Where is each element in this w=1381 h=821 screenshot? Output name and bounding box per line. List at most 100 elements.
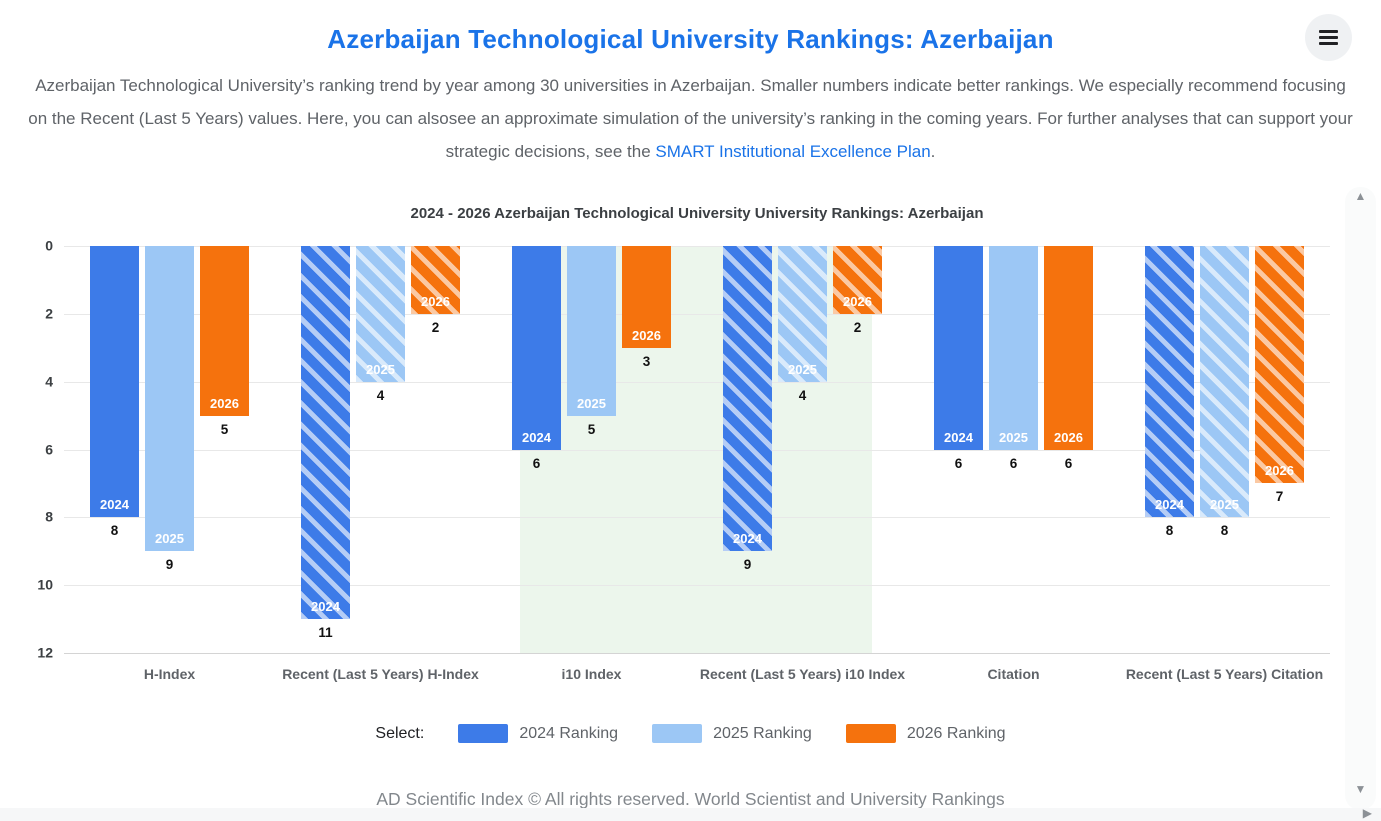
category-label: Recent (Last 5 Years) Citation: [1125, 666, 1324, 682]
page-title: Azerbaijan Technological University Rank…: [327, 24, 1054, 54]
bar-2024[interactable]: 2024: [1145, 246, 1194, 518]
bar-2024[interactable]: 2024: [723, 246, 772, 552]
bar-value-label: 6: [532, 455, 541, 471]
scroll-right-icon[interactable]: ▶: [1362, 806, 1372, 820]
bar-wrap: 2026 5: [200, 246, 249, 437]
bar-wrap: 2026 2: [411, 246, 460, 335]
bar-year-label: 2026: [1054, 429, 1083, 445]
gridline: [64, 517, 1330, 519]
legend-items: 2024 Ranking 2025 Ranking 2026 Ranking: [458, 724, 1006, 743]
bar-value-label: 6: [1009, 455, 1018, 471]
description-text: Azerbaijan Technological University’s ra…: [26, 69, 1356, 168]
bar-2024[interactable]: 2024: [90, 246, 139, 518]
scroll-up-icon[interactable]: ▲: [1354, 189, 1367, 203]
bar-year-label: 2024: [100, 497, 129, 513]
bar-value-label: 4: [798, 387, 807, 403]
bar-value-label: 7: [1275, 489, 1284, 505]
category-label: Citation: [987, 666, 1040, 682]
category-label: H-Index: [143, 666, 196, 682]
bar-2025[interactable]: 2025: [1200, 246, 1249, 518]
bar-value-label: 8: [1165, 523, 1174, 539]
menu-button[interactable]: [1305, 14, 1352, 61]
bar-wrap: 2026 2: [833, 246, 882, 335]
gridline: [64, 313, 1330, 315]
bar-year-label: 2026: [843, 293, 872, 309]
bar-value-label: 3: [642, 353, 651, 369]
horizontal-scrollbar[interactable]: ▶: [0, 806, 1381, 821]
bar-wrap: 2025 9: [145, 246, 194, 572]
bar-2026[interactable]: 2026: [1255, 246, 1304, 484]
bar-year-label: 2026: [1265, 463, 1294, 479]
bar-year-label: 2025: [788, 361, 817, 377]
bar-value-label: 2: [853, 319, 862, 335]
gridline: [64, 449, 1330, 451]
bar-wrap: 2025 4: [778, 246, 827, 403]
hamburger-icon: [1319, 30, 1338, 33]
category-group: 2024 6 2025 6 2026 6: [908, 246, 1119, 653]
y-tick-label: 4: [45, 373, 53, 390]
vertical-scrollbar[interactable]: ▲ ▼: [1345, 187, 1376, 810]
bar-value-label: 6: [954, 455, 963, 471]
bar-2025[interactable]: 2025: [356, 246, 405, 382]
bar-value-label: 9: [743, 557, 752, 573]
category-group: 2024 8 2025 8 2026 7: [1119, 246, 1330, 653]
bar-2024[interactable]: 2024: [512, 246, 561, 450]
chart-legend: Select: 2024 Ranking 2025 Ranking 2026 Ran…: [0, 724, 1381, 743]
legend-label: 2025 Ranking: [713, 724, 812, 742]
category-group: 2024 6 2025 5 2026 3: [486, 246, 697, 653]
y-tick-label: 2: [45, 305, 53, 322]
category-label: Recent (Last 5 Years) H-Index: [282, 666, 479, 682]
footer-copyright: AD Scientific Index © All rights reserve…: [376, 789, 1005, 809]
bar-wrap: 2024 8: [1145, 246, 1194, 538]
bar-year-label: 2025: [1210, 497, 1239, 513]
bar-2025[interactable]: 2025: [778, 246, 827, 382]
bar-value-label: 9: [165, 557, 174, 573]
bar-year-label: 2025: [155, 531, 184, 547]
bar-2025[interactable]: 2025: [567, 246, 616, 416]
bar-2026[interactable]: 2026: [622, 246, 671, 348]
gridline: [64, 246, 1330, 247]
bar-year-label: 2024: [311, 599, 340, 615]
bar-2026[interactable]: 2026: [833, 246, 882, 314]
bar-value-label: 8: [1220, 523, 1229, 539]
bar-wrap: 2024 8: [90, 246, 139, 538]
scroll-down-icon[interactable]: ▼: [1354, 782, 1367, 796]
bar-2026[interactable]: 2026: [200, 246, 249, 416]
bar-value-label: 4: [376, 387, 385, 403]
bar-2026[interactable]: 2026: [411, 246, 460, 314]
bar-year-label: 2024: [944, 429, 973, 445]
legend-item-2025[interactable]: 2025 Ranking: [652, 724, 812, 743]
bar-wrap: 2025 4: [356, 246, 405, 403]
legend-item-2026[interactable]: 2026 Ranking: [845, 724, 1006, 743]
category-group: 2024 11 2025 4 2026 2: [275, 246, 486, 653]
bar-2024[interactable]: 2024: [934, 246, 983, 450]
bar-wrap: 2024 6: [512, 246, 561, 471]
plot-area: 0 2 4 6 8 10 12 2024 8 2025 9 2026 5 2024 11 2025 4 2026 2…: [37, 238, 1330, 661]
bar-2024[interactable]: 2024: [301, 246, 350, 620]
bar-year-label: 2024: [733, 531, 762, 547]
gridline: [64, 653, 1330, 654]
bar-year-label: 2026: [632, 327, 661, 343]
bar-year-label: 2026: [421, 293, 450, 309]
category-label: Recent (Last 5 Years) i10 Index: [699, 666, 906, 682]
bar-2026[interactable]: 2026: [1044, 246, 1093, 450]
bar-year-label: 2024: [522, 429, 551, 445]
hamburger-icon: [1319, 36, 1338, 39]
excellence-plan-link[interactable]: SMART Institutional Excellence Plan: [655, 142, 931, 161]
y-tick-label: 12: [37, 644, 53, 661]
bar-2025[interactable]: 2025: [989, 246, 1038, 450]
bar-wrap: 2024 6: [934, 246, 983, 471]
hamburger-icon: [1319, 42, 1338, 45]
bar-value-label: 5: [220, 421, 229, 437]
legend-label: 2026 Ranking: [906, 724, 1006, 742]
y-tick-label: 10: [37, 576, 53, 593]
bar-wrap: 2026 3: [622, 246, 671, 369]
bar-wrap: 2025 6: [989, 246, 1038, 471]
bar-columns: 2024 8 2025 9 2026 5 2024 11 2025 4 2026 2 2024 6 2025…: [64, 246, 1330, 653]
bar-value-label: 8: [110, 523, 119, 539]
legend-item-2024[interactable]: 2024 Ranking: [458, 724, 618, 743]
gridline: [64, 381, 1330, 383]
bar-year-label: 2025: [577, 395, 606, 411]
bar-2025[interactable]: 2025: [145, 246, 194, 552]
